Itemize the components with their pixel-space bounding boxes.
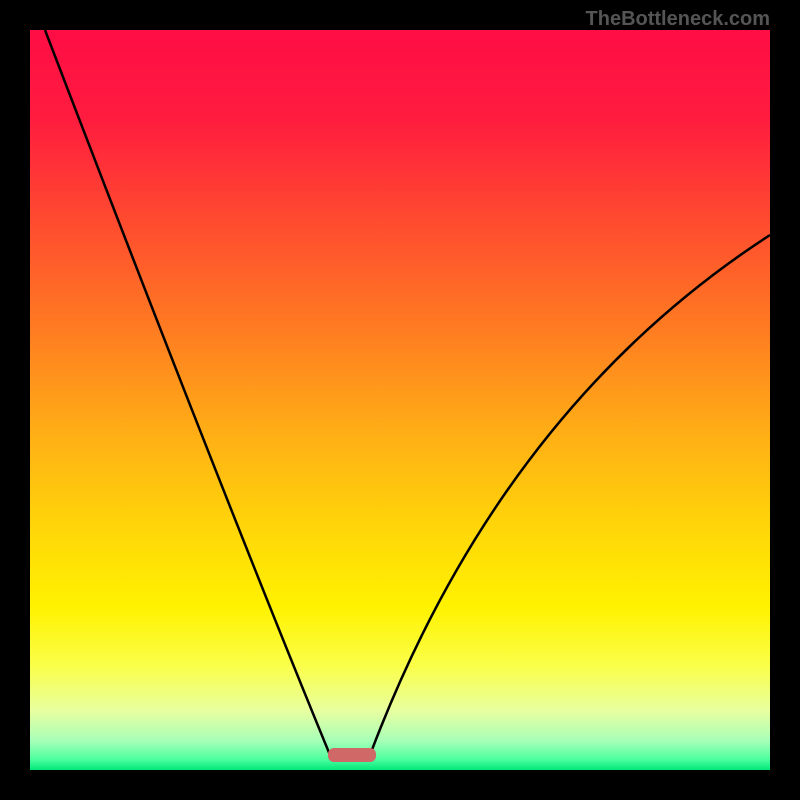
left-curve-line — [45, 30, 330, 755]
watermark-text: TheBottleneck.com — [586, 8, 770, 31]
chart-area — [30, 30, 770, 770]
optimal-marker — [328, 748, 376, 762]
right-curve-line — [370, 235, 770, 755]
bottleneck-curves — [30, 30, 770, 770]
